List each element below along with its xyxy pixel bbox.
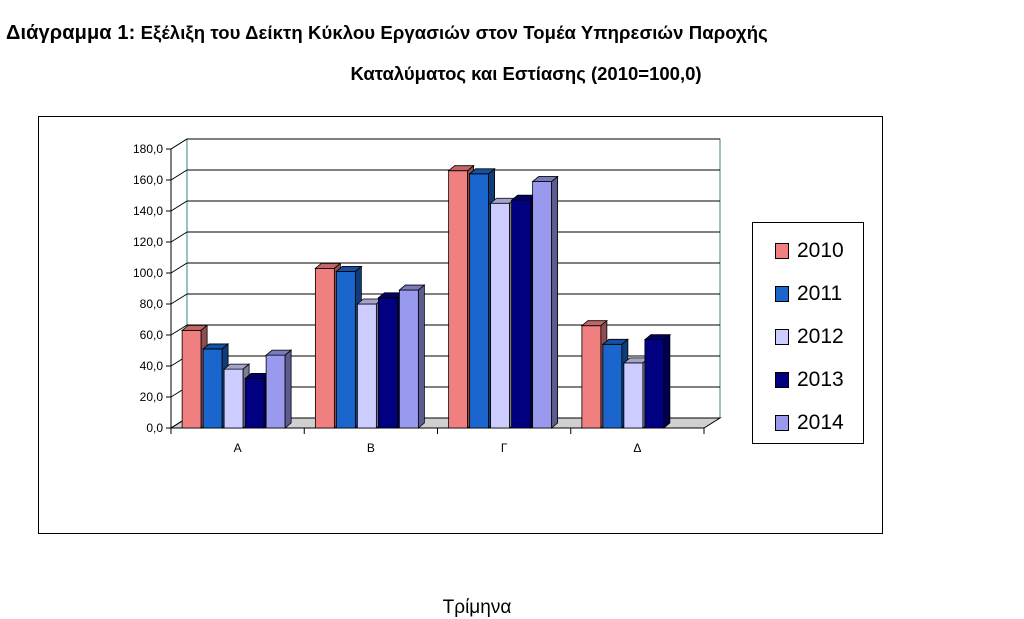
chart-title-line2: Καταλύματος και Εστίασης (2010=100,0) [350, 63, 702, 84]
y-tick-label: 100,0 [133, 266, 163, 280]
gridline-side [170, 169, 188, 181]
bar-2010-3 [581, 325, 602, 429]
legend-swatch [775, 372, 789, 388]
y-tick-label: 0,0 [146, 421, 163, 435]
legend-label: 2011 [797, 282, 843, 305]
legend-item-2012: 2012 [775, 323, 844, 351]
bar-2014-1 [398, 289, 419, 429]
x-tick-label: Α [234, 441, 242, 455]
x-tick-label: Β [367, 441, 375, 455]
bar-2012-1 [356, 303, 377, 429]
y-tick-label: 20,0 [140, 390, 164, 404]
legend-label: 2010 [797, 239, 844, 262]
x-tick-label: Γ [501, 441, 508, 455]
bar-2014-0 [265, 354, 286, 429]
bar-side-2014-2 [551, 175, 559, 429]
legend-item-2014: 2014 [775, 409, 844, 437]
bar-2010-2 [448, 170, 469, 429]
bar-2010-0 [181, 329, 202, 429]
bar-2010-1 [314, 267, 335, 429]
legend-item-2010: 2010 [775, 237, 844, 265]
bar-2014-2 [532, 181, 553, 429]
chart-plot: 0,0 20,0 40,0 60,0 80,0 100,0 120,0 140,0 160,0 1… [133, 138, 722, 455]
y-tick-label: 40,0 [140, 359, 164, 373]
bar-2013-3 [644, 339, 665, 429]
bar-2011-2 [469, 173, 490, 429]
bar-2011-3 [602, 343, 623, 429]
bar-2012-3 [623, 362, 644, 429]
bar-2011-0 [202, 348, 223, 429]
bar-2011-1 [335, 271, 356, 429]
legend-item-2013: 2013 [775, 366, 844, 394]
y-tick-label: 60,0 [140, 328, 164, 342]
bar-side-2013-3 [663, 333, 671, 429]
bar-2013-0 [244, 377, 265, 429]
legend-swatch [775, 286, 789, 302]
y-tick-label: 160,0 [133, 173, 163, 187]
gridline-side [170, 231, 188, 243]
bar-2012-0 [223, 368, 244, 429]
legend-swatch [775, 243, 789, 259]
x-axis-title: Τρίμηνα [442, 597, 512, 618]
gridline-side [170, 262, 188, 274]
bar-side-2014-0 [284, 349, 292, 429]
y-tick-label: 180,0 [133, 142, 163, 156]
legend-label: 2014 [797, 411, 844, 434]
y-tick-label: 80,0 [140, 297, 164, 311]
bar-2013-1 [377, 297, 398, 429]
chart-title-line1: Διάγραμμα 1: Εξέλιξη του Δείκτη Κύκλου Ε… [6, 22, 1024, 45]
gridline-side [170, 138, 188, 150]
gridline-side [170, 293, 188, 305]
chart-title-text: Εξέλιξη του Δείκτη Κύκλου Εργασιών στον … [140, 22, 768, 43]
legend-item-2011: 2011 [775, 280, 842, 308]
legend-label: 2013 [797, 368, 844, 391]
bar-side-2014-1 [417, 284, 425, 429]
y-tick-label: 140,0 [133, 204, 163, 218]
gridline-side [170, 324, 188, 336]
gridline-side [170, 200, 188, 212]
y-tick-label: 120,0 [133, 235, 163, 249]
chart-frame: 0,0 20,0 40,0 60,0 80,0 100,0 120,0 140,0 160,0 1… [38, 116, 883, 618]
bar-2012-2 [490, 202, 511, 429]
chart-legend: 2010 2011 2012 2013 2014 [752, 222, 864, 444]
legend-swatch [775, 415, 789, 431]
chart-title-prefix: Διάγραμμα 1: [6, 22, 136, 44]
x-tick-label: Δ [633, 441, 641, 455]
legend-label: 2012 [797, 325, 844, 348]
legend-swatch [775, 329, 789, 345]
bar-2013-2 [511, 199, 532, 429]
